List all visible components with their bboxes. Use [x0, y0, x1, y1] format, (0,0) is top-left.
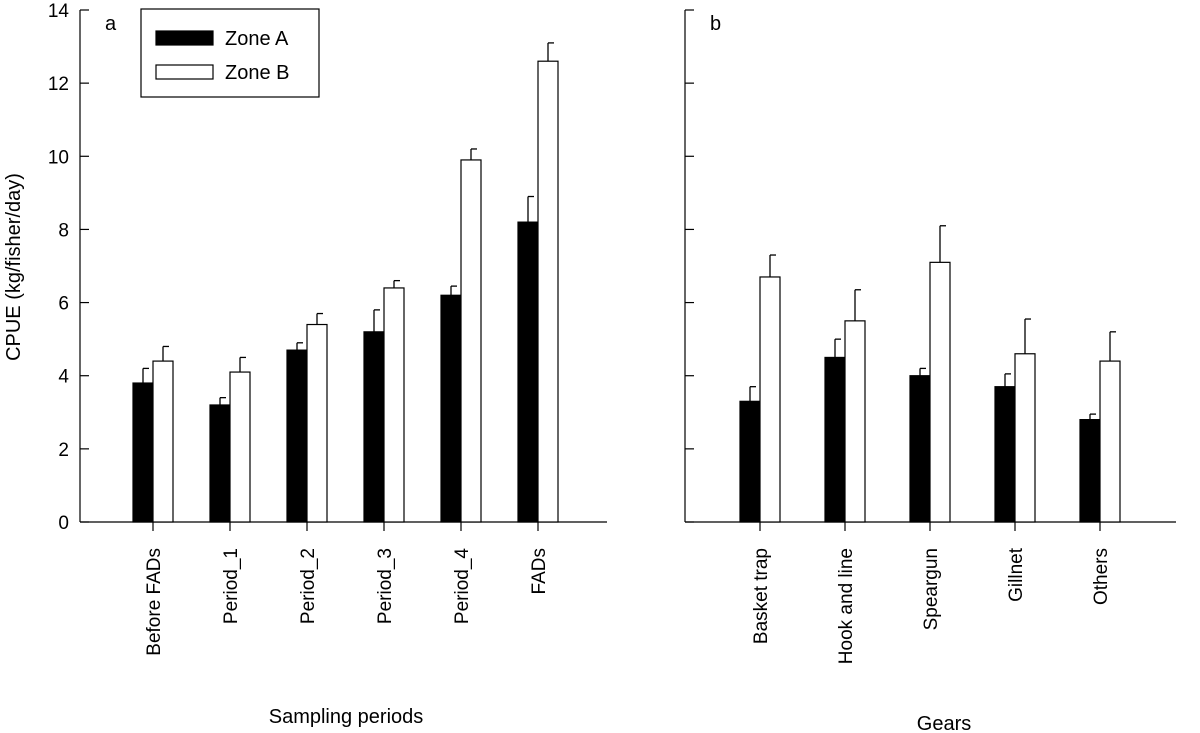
bar-zone-a	[440, 294, 462, 523]
y-tick-label: 4	[58, 367, 69, 388]
bar-zone-b	[537, 60, 559, 523]
panel-letter: a	[105, 13, 117, 35]
category-label: Period_4	[452, 548, 473, 624]
bar-zone-b	[929, 261, 951, 523]
bar-zone-b	[460, 159, 482, 523]
bar-zone-b	[844, 320, 866, 523]
category-label: Before FADs	[144, 548, 165, 656]
category-label: Others	[1091, 548, 1112, 605]
bar-zone-a	[286, 349, 308, 523]
category-label: Speargun	[921, 548, 942, 630]
bar-zone-a	[363, 331, 385, 523]
category-label: Period_2	[298, 548, 319, 624]
bar-zone-a	[132, 382, 154, 523]
x-axis-title: Gears	[917, 713, 971, 733]
legend-swatch-zone-a	[155, 30, 214, 46]
bar-zone-a	[739, 400, 761, 523]
panel-b: b Basket trap Hook and line Speargun Gillnet…	[684, 9, 1176, 733]
legend-swatch-zone-b	[155, 64, 214, 80]
legend-label-zone-a: Zone A	[225, 28, 289, 50]
y-tick-label: 8	[58, 220, 69, 241]
y-tick-label: 12	[48, 74, 69, 95]
bar-zone-a	[517, 221, 539, 523]
bar-zone-b	[152, 360, 174, 523]
category-label: Gillnet	[1006, 547, 1027, 602]
category-label: FADs	[529, 548, 550, 594]
legend-box	[140, 8, 320, 98]
panel-a: 0 2 4 6 8 10 12 14 a Before FADs Period_1 Period_2 P…	[48, 1, 607, 728]
bar-zone-b	[306, 323, 328, 523]
bar-zone-b	[1099, 360, 1121, 523]
y-tick-label: 10	[48, 147, 69, 168]
bar-zone-b	[1014, 353, 1036, 523]
y-tick-label: 0	[58, 513, 69, 534]
bar-zone-b	[759, 276, 781, 523]
bar-zone-a	[994, 386, 1016, 523]
category-label: Basket trap	[751, 548, 772, 644]
bar-zone-a	[209, 404, 231, 523]
y-axis-title: CPUE (kg/fisher/day)	[3, 173, 25, 361]
y-tick-label: 6	[58, 294, 69, 315]
y-tick-label: 2	[58, 440, 69, 461]
x-axis-title: Sampling periods	[269, 706, 424, 728]
bar-zone-a	[909, 375, 931, 523]
y-tick-label: 14	[48, 1, 70, 22]
bar-zone-b	[383, 287, 405, 523]
bar-zone-b	[229, 371, 251, 523]
legend: Zone A Zone B	[140, 8, 320, 98]
category-label: Hook and line	[836, 548, 857, 664]
category-label: Period_3	[375, 548, 396, 624]
legend-label-zone-b: Zone B	[225, 62, 289, 84]
category-label: Period_1	[221, 548, 242, 624]
panel-letter: b	[710, 13, 721, 35]
bar-zone-a	[824, 356, 846, 523]
bar-zone-a	[1079, 419, 1101, 523]
